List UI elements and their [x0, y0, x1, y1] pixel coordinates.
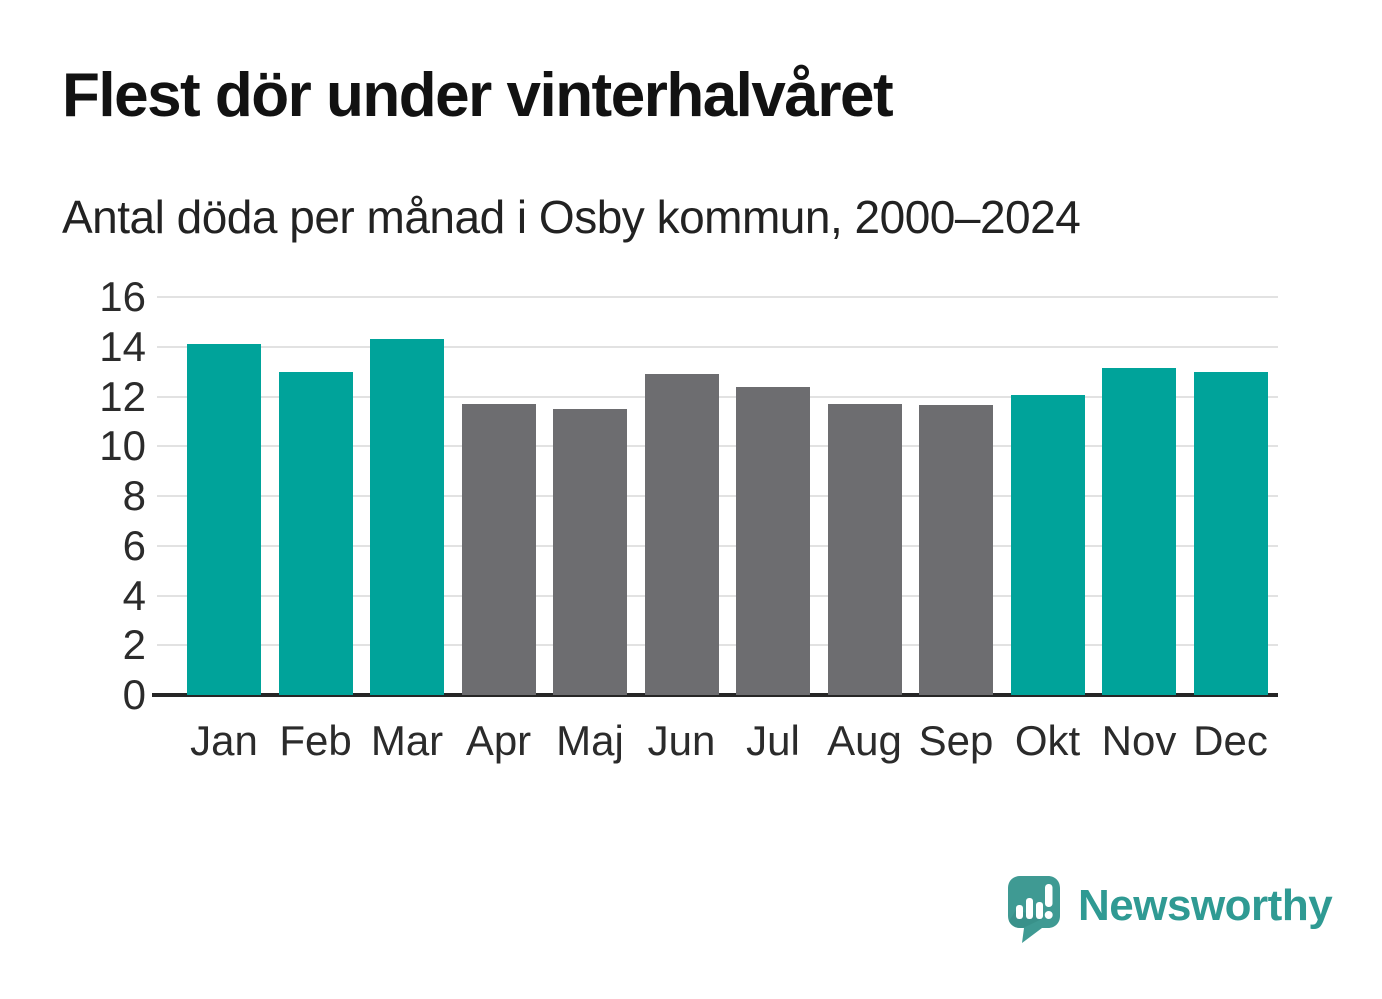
bar-chart-speech-bubble-icon [1008, 876, 1060, 943]
x-tick-label-jan: Jan [190, 717, 258, 764]
bar-feb [278, 371, 353, 695]
x-tick-label-nov: Nov [1101, 717, 1177, 764]
plot-area [152, 296, 1278, 697]
x-tick-label-maj: Maj [556, 717, 624, 764]
x-tick-label-aug: Aug [827, 717, 902, 764]
x-tick-label-feb: Feb [279, 717, 352, 764]
x-tick-label-sep: Sep [918, 717, 994, 764]
brand-wordmark: Newsworthy [1078, 881, 1333, 930]
bar-nov [1102, 367, 1176, 695]
y-tick-label: 6 [122, 521, 146, 569]
y-tick-label: 14 [99, 322, 146, 370]
x-tick-label-jul: Jul [746, 717, 800, 764]
brand-footer: Newsworthy [1008, 876, 1333, 946]
bar-sep [919, 405, 993, 695]
bar-dec [1193, 371, 1268, 695]
y-tick-label: 16 [99, 273, 146, 320]
bar-jun [644, 374, 719, 695]
bar-maj [553, 408, 627, 695]
x-tick-label-okt: Okt [1014, 717, 1081, 764]
bar-mar [370, 339, 444, 695]
y-tick-label: 12 [99, 372, 146, 420]
bar-aug [827, 403, 902, 695]
bar-jul [736, 386, 810, 695]
x-axis-line [152, 693, 1278, 697]
page-title: Flest dör under vinterhalvåret [62, 61, 894, 130]
bar-apr [461, 403, 536, 695]
x-tick-label-apr: Apr [465, 717, 532, 764]
bar-okt [1010, 395, 1085, 695]
y-tick-label: 10 [99, 422, 146, 470]
y-axis-labels: 0 2 4 6 8 10 12 14 16 [0, 276, 146, 716]
y-tick-label: 8 [122, 472, 146, 519]
gridline-y14 [157, 345, 1278, 348]
y-tick-label: 0 [122, 671, 146, 718]
x-axis-labels: Jan Feb Mar Apr Maj Jun Jul Aug Sep Okt Nov Dec [157, 720, 1278, 780]
y-tick-label: 4 [122, 571, 146, 619]
bar-jan [187, 344, 261, 695]
x-tick-label-dec: Dec [1193, 717, 1268, 764]
page-subtitle: Antal döda per månad i Osby kommun, 2000… [62, 191, 1081, 243]
x-tick-label-jun: Jun [647, 717, 716, 764]
y-tick-label: 2 [122, 621, 146, 669]
x-tick-label-mar: Mar [370, 717, 444, 764]
gridline-y16 [157, 296, 1278, 298]
